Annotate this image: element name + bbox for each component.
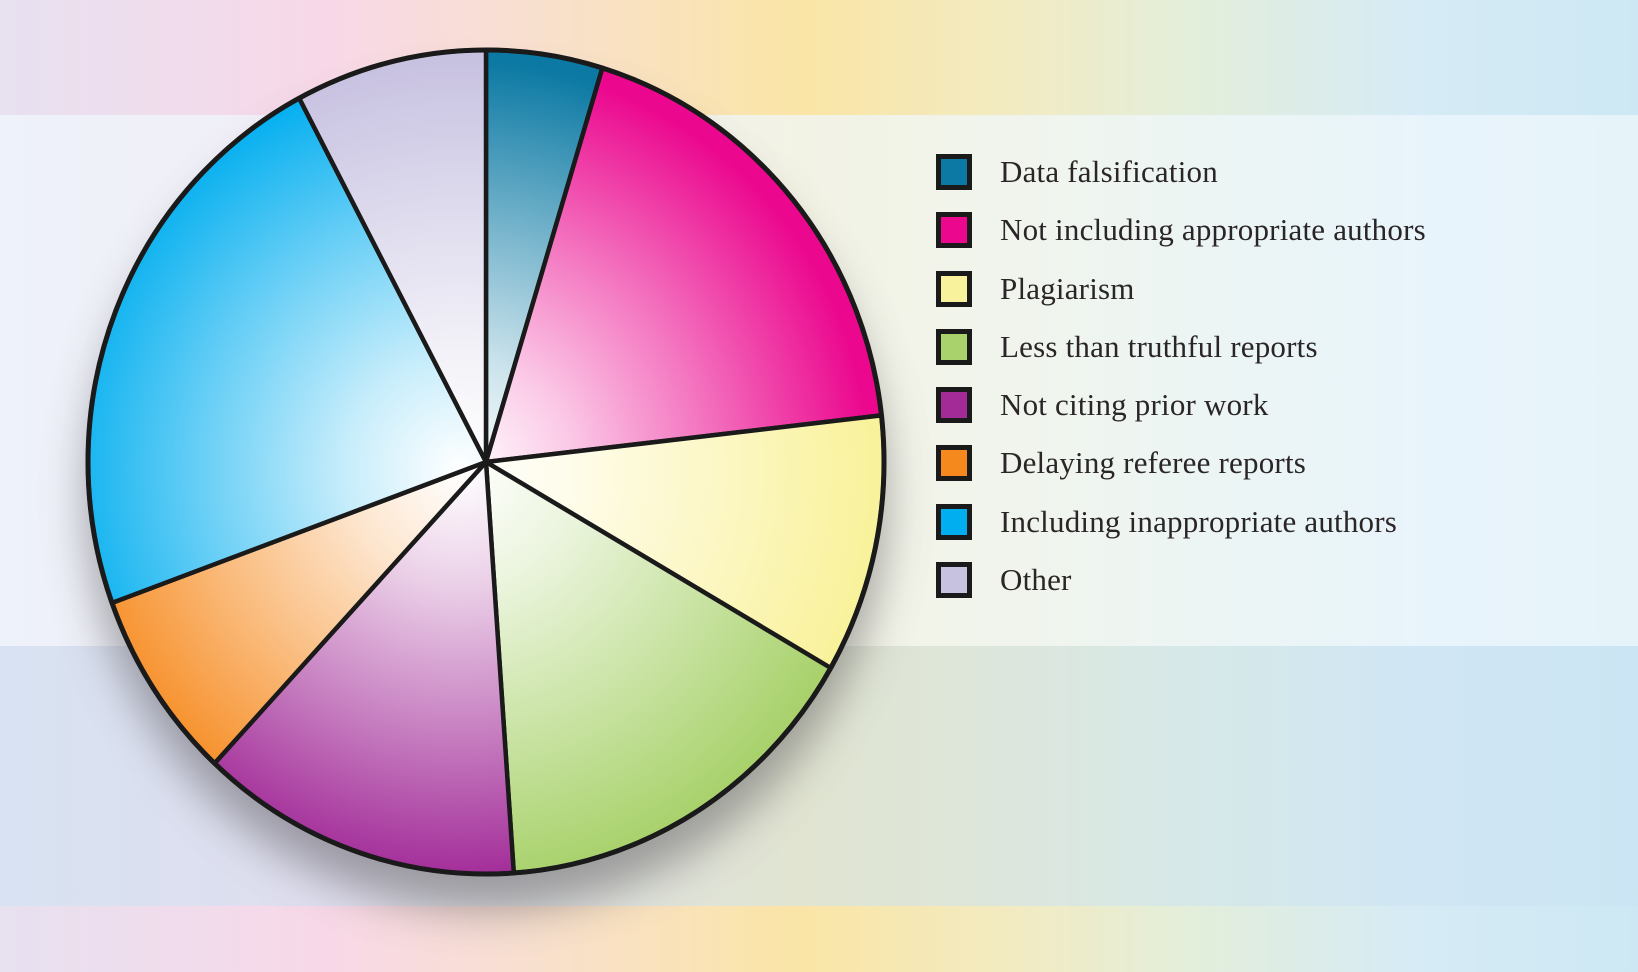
legend-item-less-than-truthful-reports: Less than truthful reports (936, 328, 1426, 365)
legend-swatch-less-than-truthful-reports (936, 328, 972, 365)
legend-label: Delaying referee reports (1000, 445, 1307, 481)
legend-label: Other (1000, 562, 1072, 598)
legend-label: Not including appropriate authors (1000, 212, 1426, 248)
legend-item-not-citing-prior-work: Not citing prior work (936, 387, 1426, 424)
legend-swatch-data-falsification (936, 154, 972, 190)
legend-label: Plagiarism (1000, 270, 1135, 306)
legend-item-delaying-referee-reports: Delaying referee reports (936, 445, 1426, 482)
legend-label: Not citing prior work (1000, 387, 1269, 423)
legend-swatch-other (936, 562, 972, 599)
legend-item-not-including-appropriate-authors: Not including appropriate authors (936, 212, 1426, 249)
legend-swatch-delaying-referee-reports (936, 445, 972, 482)
pie-outline (85, 47, 887, 877)
legend-swatch-including-inappropriate-authors (936, 503, 972, 540)
legend-item-other: Other (936, 562, 1426, 599)
legend-item-plagiarism: Plagiarism (936, 270, 1426, 307)
legend-label: Less than truthful reports (1000, 328, 1318, 364)
legend-label: Data falsification (1000, 154, 1218, 189)
legend-label: Including inappropriate authors (1000, 503, 1398, 539)
legend-swatch-plagiarism (936, 270, 972, 307)
pie-chart (85, 47, 887, 910)
legend: Data falsification Not including appropri… (936, 154, 1426, 599)
legend-swatch-not-including-appropriate-authors (936, 212, 972, 249)
legend-item-including-inappropriate-authors: Including inappropriate authors (936, 503, 1426, 540)
legend-item-data-falsification: Data falsification (936, 154, 1426, 190)
legend-swatch-not-citing-prior-work (936, 387, 972, 424)
